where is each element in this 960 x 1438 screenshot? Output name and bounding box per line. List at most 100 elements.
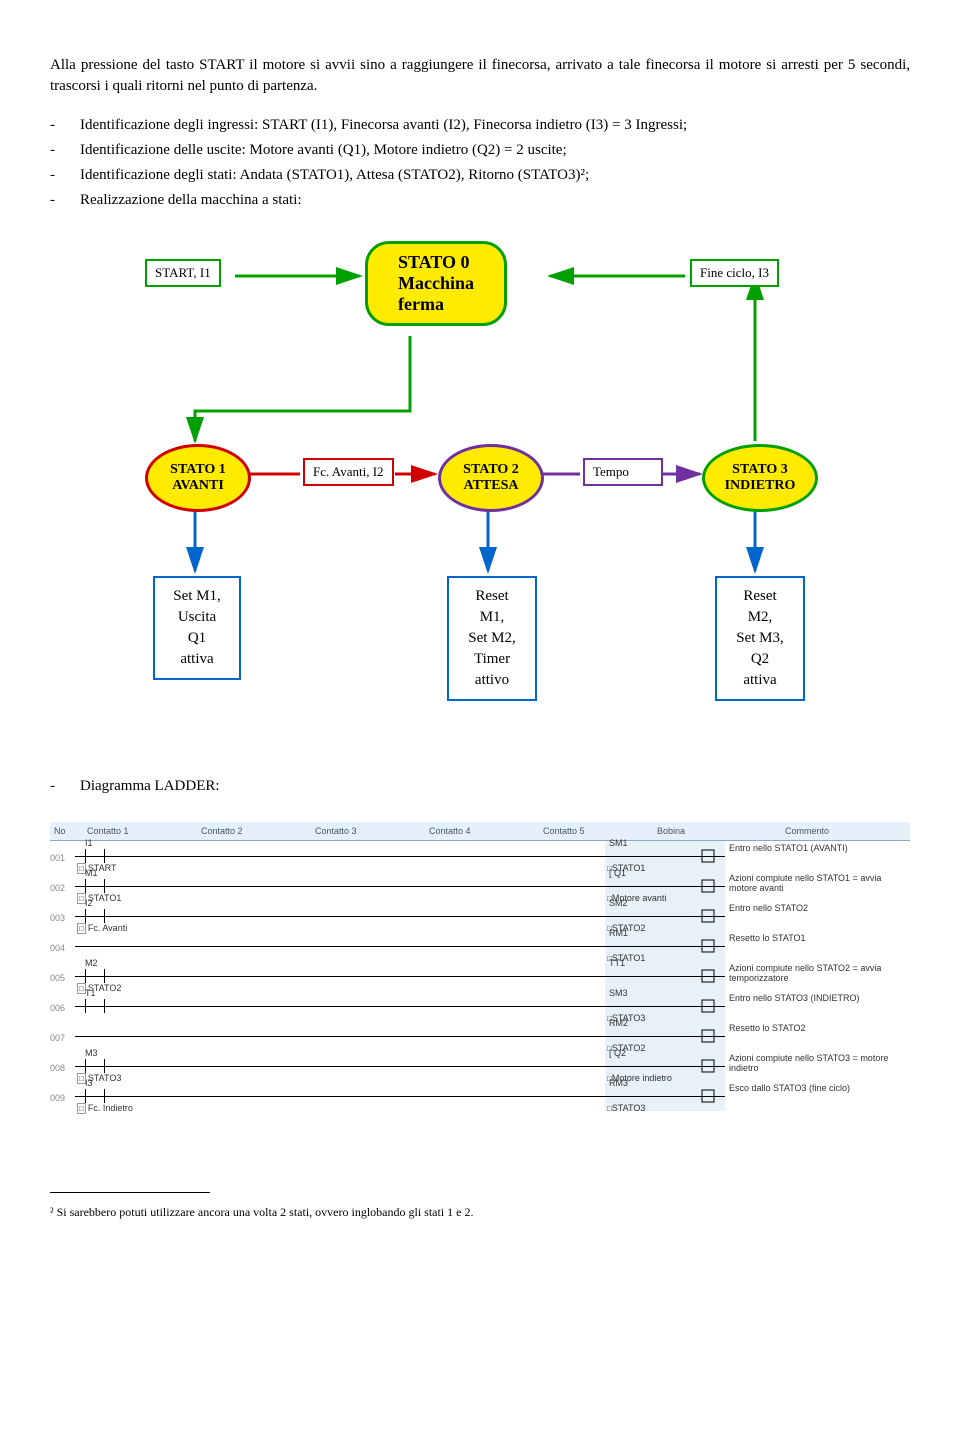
- fc-avanti-box: Fc. Avanti, I2: [303, 458, 394, 486]
- action3-l2: M2,: [729, 607, 791, 628]
- state-diagram: START, I1 STATO 0 Macchina ferma Fine ci…: [50, 236, 910, 756]
- fine-ciclo-box: Fine ciclo, I3: [690, 259, 779, 287]
- action2-l1: Reset: [461, 586, 523, 607]
- ladder-coil-label: [ Q2: [609, 1048, 626, 1058]
- state3-title: STATO 3: [732, 462, 788, 478]
- ladder-comment: Esco dallo STATO3 (fine ciclo): [725, 1081, 910, 1095]
- ladder-contacts: [75, 931, 605, 961]
- ladder-coil-label: TT1: [609, 958, 625, 968]
- state0-box: STATO 0 Macchina ferma: [365, 241, 507, 326]
- start-label: START, I1: [155, 265, 211, 280]
- action3-l5: attiva: [729, 670, 791, 691]
- ladder-contacts: [75, 1021, 605, 1051]
- ladder-row: 003I2□Fc. AvantiSM2□STATO2Entro nello ST…: [50, 901, 910, 931]
- ladder-comment: Entro nello STATO3 (INDIETRO): [725, 991, 910, 1005]
- ladder-coil-label: SM3: [609, 988, 628, 998]
- state0-line3: ferma: [398, 294, 474, 315]
- ladder-row: 001I1□STARTSM1□STATO1Entro nello STATO1 …: [50, 841, 910, 871]
- ladder-h-c5: Contatto 5: [539, 824, 653, 838]
- ladder-coil-ref: □STATO3: [607, 1103, 645, 1113]
- ladder-title-list: -Diagramma LADDER:: [50, 776, 910, 797]
- action3-l4: Q2: [729, 649, 791, 670]
- ladder-contact-label: M2: [85, 958, 98, 968]
- ladder-row-no: 002: [50, 871, 75, 893]
- ladder-comment: Azioni compiute nello STATO3 = motore in…: [725, 1051, 910, 1075]
- bullet-item: -Identificazione delle uscite: Motore av…: [50, 140, 910, 161]
- ladder-contact-label: I1: [85, 838, 93, 848]
- ladder-row: 007RM2□STATO2Resetto lo STATO2: [50, 1021, 910, 1051]
- ladder-contact-ref: □Fc. Indietro: [77, 1103, 133, 1113]
- state1-oval: STATO 1 AVANTI: [145, 444, 251, 512]
- ladder-row: 008M3□STATO3[ Q2□Motore indietroAzioni c…: [50, 1051, 910, 1081]
- ladder-contact-label: M3: [85, 1048, 98, 1058]
- tempo-label: Tempo: [593, 464, 629, 479]
- ladder-row: 002M1□STATO1[ Q1□Motore avantiAzioni com…: [50, 871, 910, 901]
- action2-l5: attivo: [461, 670, 523, 691]
- ladder-coil-area: SM1□STATO1: [605, 841, 725, 871]
- ladder-header: No Contatto 1 Contatto 2 Contatto 3 Cont…: [50, 822, 910, 841]
- ladder-row: 009 I3 □Fc. Indietro RM3 □STATO3 Esco dallo S…: [50, 1081, 910, 1111]
- state3-sub: INDIETRO: [725, 478, 796, 494]
- ladder-contact-label: I3: [85, 1078, 93, 1088]
- ladder-coil-label: RM2: [609, 1018, 628, 1028]
- ladder-contacts: I2□Fc. Avanti: [75, 901, 605, 931]
- bullet-item: -Identificazione degli stati: Andata (ST…: [50, 165, 910, 186]
- ladder-contacts: T1: [75, 991, 605, 1021]
- ladder-h-c3: Contatto 3: [311, 824, 425, 838]
- intro-paragraph: Alla pressione del tasto START il motore…: [50, 55, 910, 97]
- action1-l4: attiva: [167, 649, 227, 670]
- ladder-comment: Entro nello STATO2: [725, 901, 910, 915]
- fine-ciclo-label: Fine ciclo, I3: [700, 265, 769, 280]
- state2-oval: STATO 2 ATTESA: [438, 444, 544, 512]
- ladder-row-no: 008: [50, 1051, 75, 1073]
- bullet-item: -Realizzazione della macchina a stati:: [50, 190, 910, 211]
- action1-l2: Uscita: [167, 607, 227, 628]
- action3-l1: Reset: [729, 586, 791, 607]
- ladder-coil-area: TT1: [605, 961, 725, 991]
- action3-box: Reset M2, Set M3, Q2 attiva: [715, 576, 805, 701]
- action3-l3: Set M3,: [729, 628, 791, 649]
- ladder-h-c2: Contatto 2: [197, 824, 311, 838]
- ladder-row: 005M2□STATO2TT1Azioni compiute nello STA…: [50, 961, 910, 991]
- ladder-contacts: M1□STATO1: [75, 871, 605, 901]
- ladder-h-no: No: [50, 824, 83, 838]
- bullet-item: -Identificazione degli ingressi: START (…: [50, 115, 910, 136]
- ladder-coil-label: RM3: [609, 1078, 628, 1088]
- state1-sub: AVANTI: [172, 478, 224, 494]
- ladder-coil-area: RM1□STATO1: [605, 931, 725, 961]
- ladder-coil-area: [ Q2□Motore indietro: [605, 1051, 725, 1081]
- action2-l2: M1,: [461, 607, 523, 628]
- ladder-row-no: 005: [50, 961, 75, 983]
- bullet-text: Identificazione degli ingressi: START (I…: [80, 115, 687, 136]
- ladder-contact-label: T1: [85, 988, 96, 998]
- state3-oval: STATO 3 INDIETRO: [702, 444, 818, 512]
- ladder-h-c4: Contatto 4: [425, 824, 539, 838]
- ladder-contact-label: M1: [85, 868, 98, 878]
- ladder-contacts: I1□START: [75, 841, 605, 871]
- ladder-comment: Entro nello STATO1 (AVANTI): [725, 841, 910, 855]
- state2-title: STATO 2: [463, 462, 519, 478]
- ladder-h-coil: Bobina: [653, 824, 781, 838]
- ladder-coil-area: [ Q1□Motore avanti: [605, 871, 725, 901]
- ladder-row-no: 003: [50, 901, 75, 923]
- bullet-text: Realizzazione della macchina a stati:: [80, 190, 302, 211]
- ladder-title-item: -Diagramma LADDER:: [50, 776, 910, 797]
- action2-l4: Timer: [461, 649, 523, 670]
- ladder-coil-label: [ Q1: [609, 868, 626, 878]
- ladder-row-no: 004: [50, 931, 75, 953]
- state1-title: STATO 1: [170, 462, 226, 478]
- bullet-text: Identificazione degli stati: Andata (STA…: [80, 165, 589, 186]
- action2-l3: Set M2,: [461, 628, 523, 649]
- action1-l3: Q1: [167, 628, 227, 649]
- state0-line2: Macchina: [398, 273, 474, 294]
- tempo-box: Tempo: [583, 458, 663, 486]
- ladder-diagram: No Contatto 1 Contatto 2 Contatto 3 Cont…: [50, 822, 910, 1152]
- ladder-comment: Resetto lo STATO2: [725, 1021, 910, 1035]
- ladder-comment: Resetto lo STATO1: [725, 931, 910, 945]
- ladder-row-no: 009: [50, 1081, 75, 1103]
- ladder-contacts: M3□STATO3: [75, 1051, 605, 1081]
- fc-avanti-label: Fc. Avanti, I2: [313, 464, 384, 479]
- action1-box: Set M1, Uscita Q1 attiva: [153, 576, 241, 680]
- ladder-title: Diagramma LADDER:: [80, 776, 220, 797]
- ladder-coil-label: SM2: [609, 898, 628, 908]
